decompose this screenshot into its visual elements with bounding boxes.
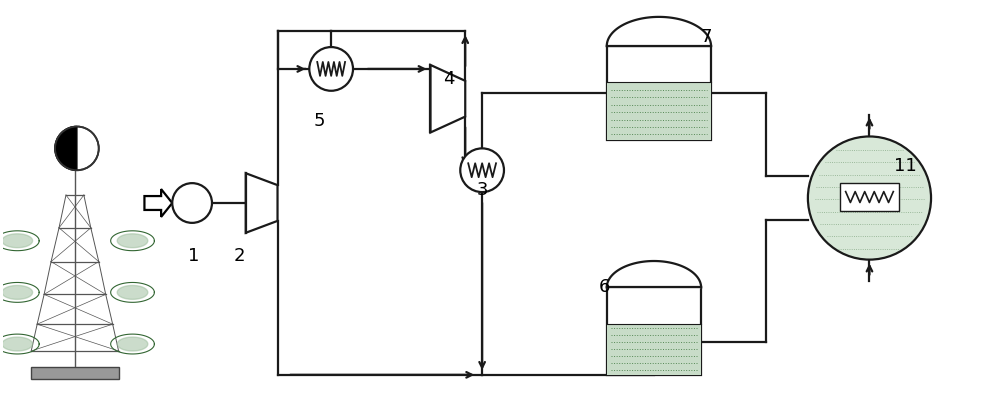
Bar	[607, 324, 701, 375]
Circle shape	[55, 126, 99, 170]
Bar	[607, 287, 701, 375]
Polygon shape	[430, 65, 465, 133]
Text: 5: 5	[313, 111, 325, 130]
Bar	[607, 46, 711, 140]
Polygon shape	[55, 126, 77, 170]
Circle shape	[309, 47, 353, 91]
Polygon shape	[607, 17, 711, 46]
Text: 11: 11	[894, 157, 917, 175]
Text: 4: 4	[443, 70, 454, 88]
Bar	[840, 183, 899, 211]
Text: 3: 3	[476, 181, 488, 199]
Text: 7: 7	[701, 28, 712, 46]
Bar	[31, 367, 119, 379]
Circle shape	[460, 149, 504, 192]
Polygon shape	[117, 234, 148, 248]
Polygon shape	[117, 337, 148, 351]
Text: 6: 6	[599, 278, 610, 297]
Circle shape	[808, 136, 931, 259]
Polygon shape	[117, 286, 148, 299]
Circle shape	[172, 183, 212, 223]
Text: 2: 2	[234, 247, 246, 265]
Text: 1: 1	[188, 247, 200, 265]
Polygon shape	[607, 261, 701, 287]
Polygon shape	[246, 173, 278, 233]
Polygon shape	[2, 234, 33, 248]
Polygon shape	[2, 286, 33, 299]
Polygon shape	[144, 189, 172, 217]
Polygon shape	[2, 337, 33, 351]
Bar	[607, 82, 711, 140]
